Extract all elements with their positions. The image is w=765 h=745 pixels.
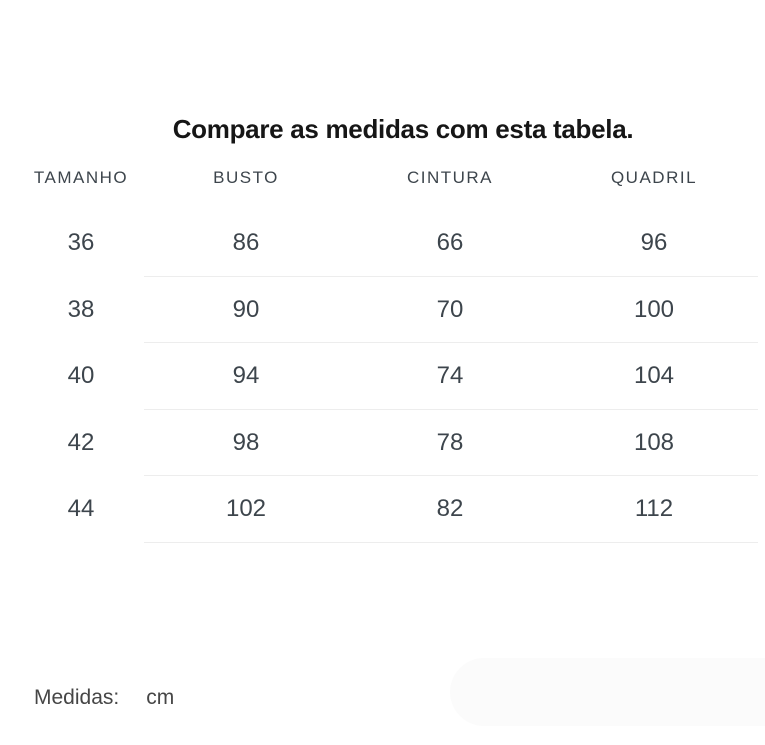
cell-waist: 82 xyxy=(436,495,464,523)
table-row: 38 90 70 100 xyxy=(0,277,765,344)
cell-hip: 96 xyxy=(640,229,668,257)
cell-hip: 112 xyxy=(634,495,674,523)
cell-waist: 70 xyxy=(436,295,464,323)
cell-size: 38 xyxy=(67,295,95,323)
size-table-body: 36 86 66 96 38 90 70 100 40 94 74 104 42… xyxy=(0,210,765,543)
measurements-unit: cm xyxy=(146,686,175,709)
cell-bust: 94 xyxy=(232,362,260,390)
cell-size: 42 xyxy=(67,428,95,456)
table-row: 42 98 78 108 xyxy=(0,410,765,477)
cell-size: 44 xyxy=(67,495,95,523)
cell-size: 36 xyxy=(67,229,95,257)
corner-panel xyxy=(450,658,765,726)
cell-waist: 66 xyxy=(436,229,464,257)
table-row: 36 86 66 96 xyxy=(0,210,765,277)
cell-bust: 90 xyxy=(232,295,260,323)
page-title: Compare as medidas com esta tabela. xyxy=(172,114,634,144)
cell-bust: 102 xyxy=(225,495,267,523)
cell-size: 40 xyxy=(67,362,95,390)
cell-hip: 108 xyxy=(633,428,675,456)
measurements-footer: Medidas: cm xyxy=(34,685,174,711)
table-header-row: TAMANHO BUSTO CINTURA QUADRIL xyxy=(0,161,765,195)
cell-bust: 98 xyxy=(232,428,260,456)
header-size: TAMANHO xyxy=(33,168,129,187)
measurements-label: Medidas: xyxy=(34,686,120,709)
table-row: 44 102 82 112 xyxy=(0,476,765,543)
cell-hip: 100 xyxy=(633,295,675,323)
cell-bust: 86 xyxy=(232,229,260,257)
table-row: 40 94 74 104 xyxy=(0,343,765,410)
cell-waist: 74 xyxy=(436,362,464,390)
cell-waist: 78 xyxy=(436,428,464,456)
cell-hip: 104 xyxy=(633,362,675,390)
header-hip: QUADRIL xyxy=(610,168,698,187)
header-waist: CINTURA xyxy=(406,168,494,187)
header-bust: BUSTO xyxy=(213,168,279,187)
